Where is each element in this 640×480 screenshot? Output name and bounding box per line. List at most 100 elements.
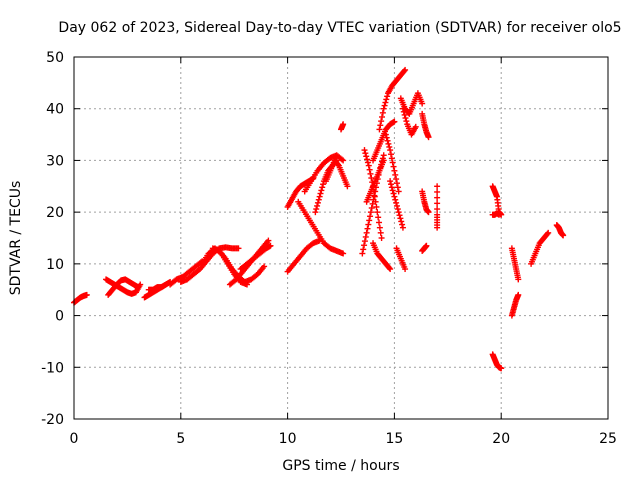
- x-tick-label: 25: [599, 431, 617, 447]
- y-tick-label: 20: [46, 205, 64, 221]
- data-point: [379, 109, 386, 116]
- data-point: [371, 193, 378, 200]
- data-point: [366, 166, 373, 173]
- data-point: [425, 209, 432, 216]
- data-point: [376, 126, 383, 133]
- data-point: [401, 111, 408, 118]
- plot-frame: [73, 56, 609, 420]
- y-tick-label: -20: [41, 412, 64, 428]
- data-point: [376, 224, 383, 231]
- data-point: [386, 264, 393, 271]
- data-point: [399, 224, 406, 231]
- data-point: [379, 158, 386, 165]
- data-point: [364, 159, 371, 166]
- data-point: [379, 155, 386, 162]
- data-point: [397, 215, 404, 222]
- data-point: [544, 230, 551, 237]
- data-point: [394, 184, 401, 191]
- data-point: [83, 291, 90, 298]
- data-point: [396, 212, 403, 219]
- data-point: [376, 219, 383, 226]
- data-point: [434, 200, 441, 207]
- data-point: [399, 105, 406, 112]
- data-point: [515, 291, 522, 298]
- data-point: [383, 134, 390, 141]
- data-point: [340, 250, 347, 257]
- y-tick-label: 0: [55, 309, 64, 325]
- data-point: [393, 176, 400, 183]
- data-point: [386, 143, 393, 150]
- data-point: [314, 202, 321, 209]
- data-point: [419, 100, 426, 107]
- data-point: [372, 198, 379, 205]
- data-point: [545, 229, 552, 236]
- data-point: [380, 152, 387, 159]
- data-point: [434, 194, 441, 201]
- y-tick-label: 10: [46, 257, 64, 273]
- data-point: [360, 246, 367, 253]
- data-point: [365, 221, 372, 228]
- data-point: [399, 221, 406, 228]
- data-point: [365, 162, 372, 169]
- data-point: [387, 178, 394, 185]
- data-point: [390, 190, 397, 197]
- data-point: [340, 121, 347, 128]
- data-point: [362, 233, 369, 240]
- data-point: [402, 66, 409, 73]
- data-point: [363, 153, 370, 160]
- x-tick-label: 5: [176, 431, 185, 447]
- data-point: [387, 266, 394, 273]
- data-point: [265, 237, 272, 244]
- data-point: [400, 108, 407, 115]
- data-point: [382, 99, 389, 106]
- data-point: [389, 159, 396, 166]
- data-point: [515, 276, 522, 283]
- data-point: [388, 155, 395, 162]
- data-point: [394, 206, 401, 213]
- data-points: [71, 66, 567, 372]
- data-point: [364, 156, 371, 163]
- data-point: [361, 242, 368, 249]
- data-point: [434, 183, 441, 190]
- grid: [73, 56, 609, 420]
- data-point: [382, 131, 389, 138]
- data-point: [344, 183, 351, 190]
- data-point: [377, 122, 384, 129]
- data-point: [319, 184, 326, 191]
- data-point: [267, 242, 274, 249]
- data-point: [393, 202, 400, 209]
- x-tick-label: 0: [70, 431, 79, 447]
- data-point: [314, 199, 321, 206]
- data-point: [387, 147, 394, 154]
- data-point: [363, 229, 370, 236]
- data-point: [388, 184, 395, 191]
- data-point: [362, 150, 369, 157]
- data-point: [395, 209, 402, 216]
- data-point: [384, 93, 391, 100]
- data-point: [391, 118, 398, 125]
- data-point: [387, 151, 394, 158]
- data-point: [384, 137, 391, 144]
- data-point: [261, 263, 268, 270]
- y-tick-labels: -20 -10 0 10 20 30 40 50: [41, 50, 64, 428]
- data-point: [317, 190, 324, 197]
- data-point: [235, 245, 242, 252]
- data-point: [434, 188, 441, 195]
- data-point: [316, 193, 323, 200]
- data-point: [392, 196, 399, 203]
- data-point: [390, 163, 397, 170]
- data-point: [391, 193, 398, 200]
- y-tick-label: 50: [46, 50, 64, 66]
- data-point: [401, 67, 408, 74]
- data-point: [364, 225, 371, 232]
- axis-ticks: [73, 56, 609, 420]
- data-point: [376, 167, 383, 174]
- y-tick-label: 30: [46, 153, 64, 169]
- data-point: [135, 284, 142, 291]
- data-point: [378, 118, 385, 125]
- data-point: [368, 205, 375, 212]
- data-point: [367, 213, 374, 220]
- data-point: [434, 224, 441, 231]
- data-point: [373, 203, 380, 210]
